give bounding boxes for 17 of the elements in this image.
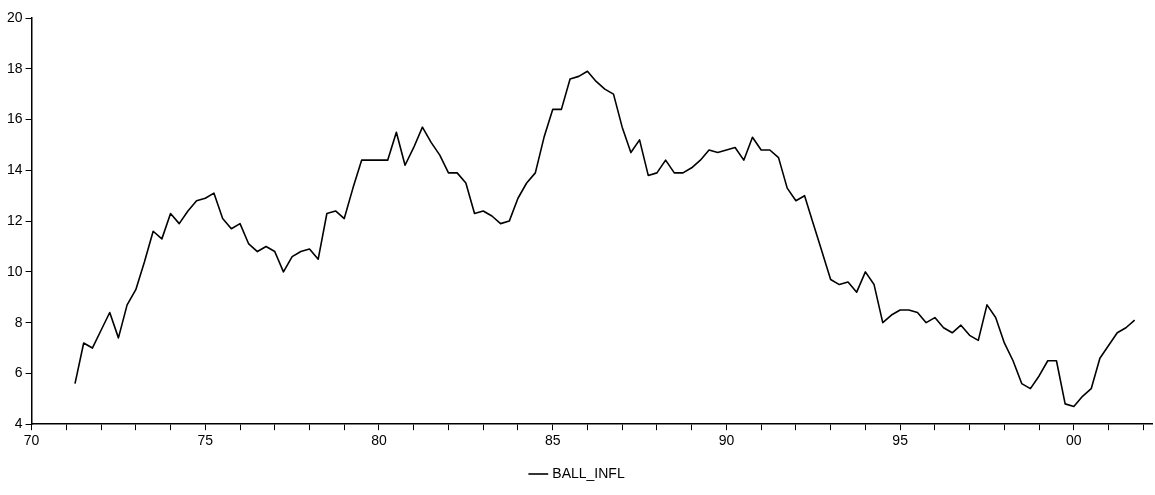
legend-label: BALL_INFL <box>552 464 625 481</box>
y-tick-label: 18 <box>6 59 23 76</box>
x-tick-label: 00 <box>1066 432 1082 449</box>
y-tick-label: 20 <box>6 8 23 25</box>
x-tick-label: 90 <box>718 432 735 449</box>
x-tick-label: 75 <box>197 432 214 449</box>
x-tick-label: 70 <box>23 432 40 449</box>
y-tick-label: 4 <box>14 415 23 432</box>
x-tick-label: 95 <box>892 432 909 449</box>
y-tick-label: 14 <box>6 161 23 178</box>
y-tick-label: 8 <box>14 313 23 330</box>
y-tick-label: 10 <box>6 262 23 279</box>
y-tick-label: 12 <box>6 211 23 228</box>
y-tick-label: 6 <box>14 364 23 381</box>
x-tick-label: 80 <box>371 432 387 449</box>
x-tick-label: 85 <box>544 432 561 449</box>
y-tick-label: 16 <box>6 110 23 127</box>
